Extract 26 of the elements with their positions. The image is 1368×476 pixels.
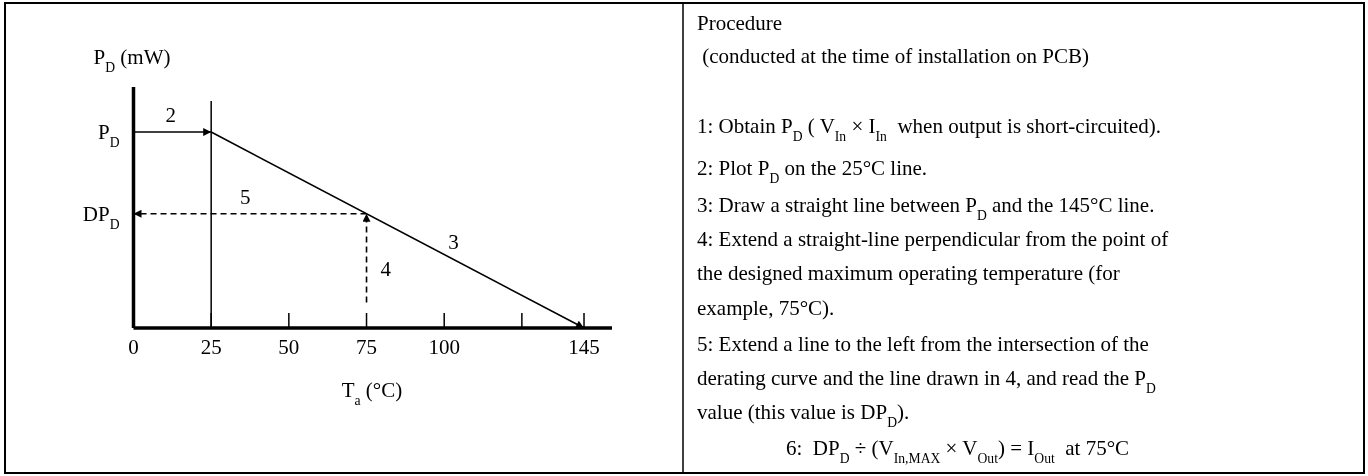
x-tick-label: 145 — [568, 335, 600, 359]
text: 1: Obtain P$_{D}$ ( V$_{In}$ × I$_{In}$ when output is short-circuited). — [697, 114, 1162, 144]
annotation: 3 — [448, 230, 459, 255]
annotation: DP$_{D}$ — [82, 201, 120, 232]
text: Procedure — [697, 11, 783, 35]
text: the designed maximum operating temperature (for — [697, 261, 1120, 285]
text: derating curve and the line drawn in 4, and read the P$_{D}$ — [697, 366, 1157, 396]
annotation: 5 — [240, 184, 251, 209]
x-tick-label: 0 — [128, 335, 139, 359]
x-axis-title: T$_{a}$ (°C) — [341, 378, 403, 408]
y-axis-title: P$_{D}$ (mW) — [93, 45, 171, 75]
annotation: 4 — [380, 257, 392, 282]
text: (conducted at the time of installation on PCB) — [697, 44, 1089, 68]
text: 6: DP$_{D}$ ÷ (V$_{In,MAX}$ × V$_{Out}$) = I$_{Out}$ at 75°C — [786, 436, 1130, 466]
text: value (this value is DP$_{D}$). — [697, 400, 910, 430]
text: 4: Extend a straight-line perpendicular from the point of — [697, 227, 1169, 251]
text: example, 75°C). — [697, 296, 835, 320]
x-tick-label: 50 — [278, 335, 300, 359]
annotation: 2 — [165, 103, 177, 128]
x-tick-label: 75 — [356, 335, 378, 359]
text: 3: Draw a straight line between P$_{D}$ and the 145°C line. — [697, 193, 1155, 223]
annotation: P$_{D}$ — [97, 120, 120, 150]
text: 2: Plot P$_{D}$ on the 25°C line. — [697, 156, 928, 186]
x-tick-label: 25 — [200, 335, 222, 359]
x-tick-label: 100 — [428, 335, 460, 359]
text: 5: Extend a line to the left from the intersection of the — [697, 332, 1149, 356]
